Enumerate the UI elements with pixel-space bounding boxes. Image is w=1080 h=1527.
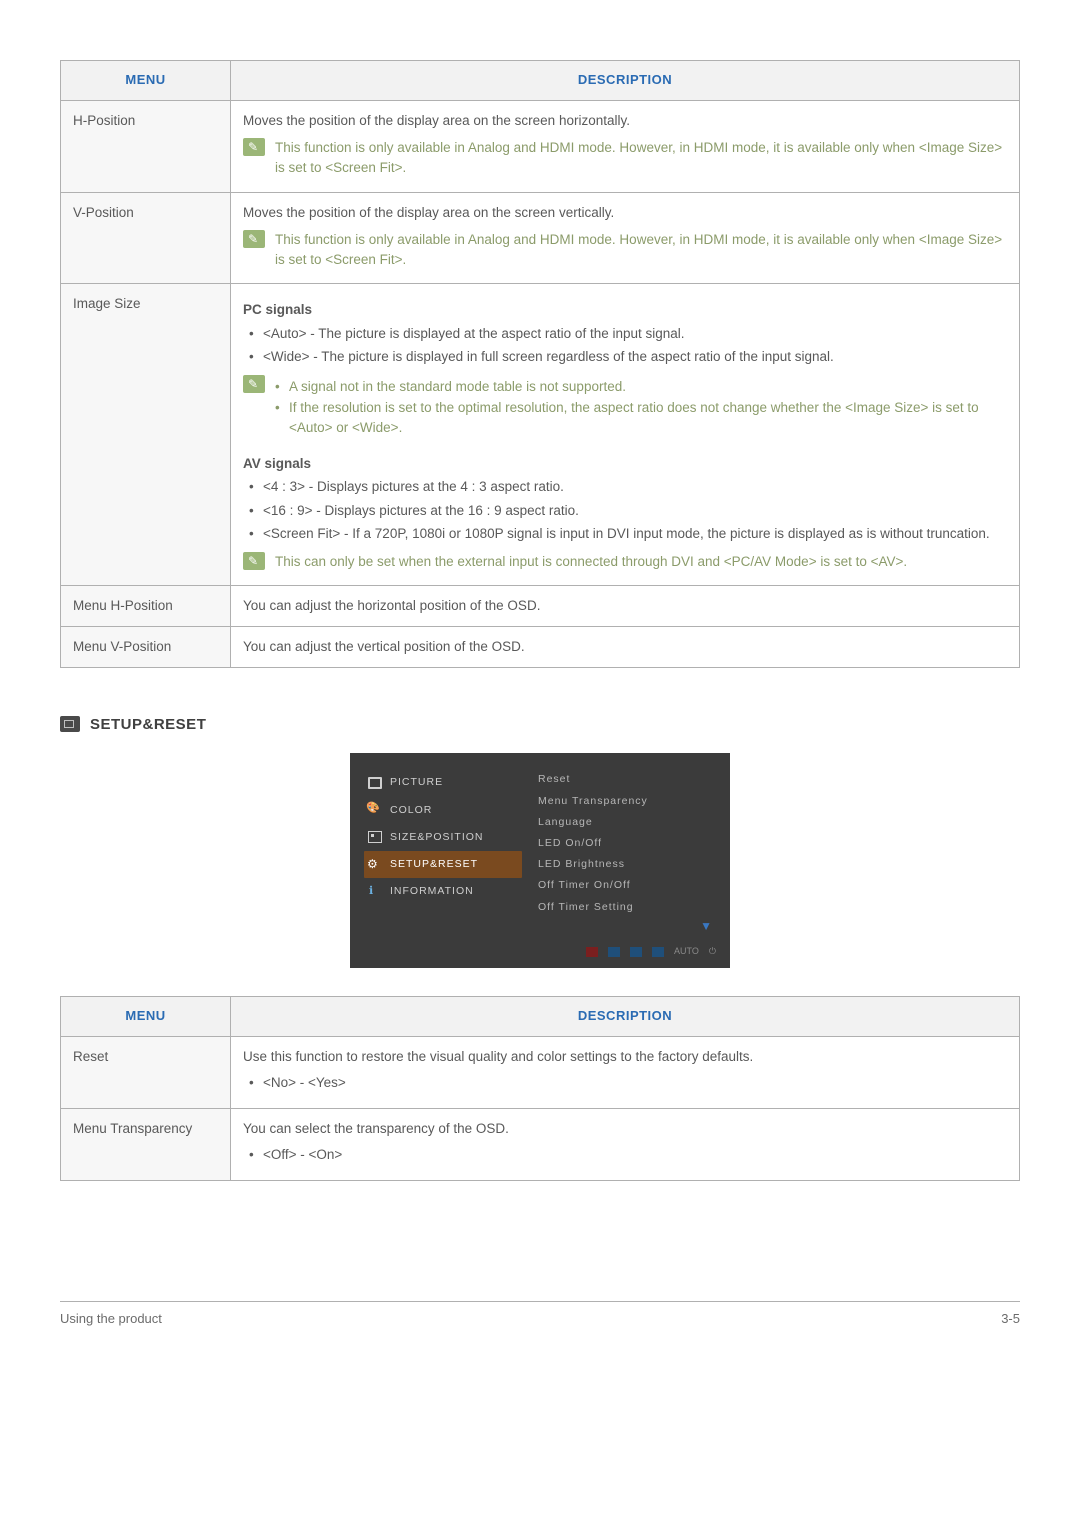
osd-down-arrow: ▼ (536, 918, 716, 935)
osd-item-info: INFORMATION (364, 878, 522, 905)
td-desc-transparency: You can select the transparency of the O… (231, 1109, 1020, 1181)
note-icon (243, 138, 265, 156)
section-title: SETUP&RESET (90, 714, 206, 736)
td-desc-mhp: You can adjust the horizontal position o… (231, 586, 1020, 627)
td-menu-mhp: Menu H-Position (61, 586, 231, 627)
td-desc-vposition: Moves the position of the display area o… (231, 192, 1020, 284)
setup-reset-table: MENU DESCRIPTION Reset Use this function… (60, 996, 1020, 1181)
th-menu: MENU (61, 61, 231, 101)
note-icon (243, 230, 265, 248)
note-icon (243, 552, 265, 570)
hposition-intro: Moves the position of the display area o… (243, 111, 1007, 131)
transparency-list: <Off> - <On> (243, 1145, 1007, 1165)
av-signals-title: AV signals (243, 454, 1007, 474)
pc-signals-title: PC signals (243, 300, 1007, 320)
osd-opt: Off Timer On/Off (536, 875, 716, 896)
footer-left: Using the product (60, 1310, 162, 1329)
list-item: <No> - <Yes> (247, 1073, 1007, 1093)
td-menu-mvp: Menu V-Position (61, 626, 231, 667)
osd-opt: LED Brightness (536, 854, 716, 875)
list-item: If the resolution is set to the optimal … (275, 398, 1007, 437)
th-desc: DESCRIPTION (231, 61, 1020, 101)
pc-signals-list: <Auto> - The picture is displayed at the… (243, 324, 1007, 367)
av-note: This can only be set when the external i… (243, 552, 1007, 572)
osd-opt: Menu Transparency (536, 791, 716, 812)
osd-opt: Off Timer Setting (536, 897, 716, 918)
td-menu-hposition: H-Position (61, 100, 231, 192)
vposition-intro: Moves the position of the display area o… (243, 203, 1007, 223)
av-note-text: This can only be set when the external i… (275, 552, 907, 572)
section-heading: SETUP&RESET (60, 714, 1020, 736)
list-item: <4 : 3> - Displays pictures at the 4 : 3… (247, 477, 1007, 497)
td-menu-vposition: V-Position (61, 192, 231, 284)
hposition-note-text: This function is only available in Analo… (275, 138, 1007, 177)
list-item: <16 : 9> - Displays pictures at the 16 :… (247, 501, 1007, 521)
pc-note-text: A signal not in the standard mode table … (275, 375, 1007, 440)
osd-item-picture: PICTURE (364, 769, 522, 796)
osd-opt: LED On/Off (536, 833, 716, 854)
td-desc-hposition: Moves the position of the display area o… (231, 100, 1020, 192)
td-menu-transparency: Menu Transparency (61, 1109, 231, 1181)
osd-item-setup-selected: SETUP&RESET (364, 851, 522, 878)
pc-note: A signal not in the standard mode table … (243, 375, 1007, 440)
list-item: <Off> - <On> (247, 1145, 1007, 1165)
osd-left-panel: PICTURE COLOR SIZE&POSITION SETUP&RESET … (364, 769, 522, 935)
note-icon (243, 375, 265, 393)
transparency-intro: You can select the transparency of the O… (243, 1119, 1007, 1139)
osd-auto-label: AUTO (674, 945, 699, 958)
vposition-note-text: This function is only available in Analo… (275, 230, 1007, 269)
osd-opt: Reset (536, 769, 716, 790)
list-item: <Wide> - The picture is displayed in ful… (247, 347, 1007, 367)
hposition-note: This function is only available in Analo… (243, 138, 1007, 177)
osd-nav-icon (630, 947, 642, 957)
osd-item-color: COLOR (364, 797, 522, 824)
size-position-table: MENU DESCRIPTION H-Position Moves the po… (60, 60, 1020, 668)
list-item: <Auto> - The picture is displayed at the… (247, 324, 1007, 344)
osd-opt: Language (536, 812, 716, 833)
td-menu-imagesize: Image Size (61, 284, 231, 586)
reset-intro: Use this function to restore the visual … (243, 1047, 1007, 1067)
page-footer: Using the product 3-5 (60, 1301, 1020, 1329)
th-menu: MENU (61, 997, 231, 1037)
osd-power-icon: ⏻ (709, 945, 716, 958)
osd-nav-icon (652, 947, 664, 957)
reset-list: <No> - <Yes> (243, 1073, 1007, 1093)
td-desc-reset: Use this function to restore the visual … (231, 1037, 1020, 1109)
osd-nav-icon (608, 947, 620, 957)
osd-footer: AUTO ⏻ (364, 945, 716, 958)
th-desc: DESCRIPTION (231, 997, 1020, 1037)
td-desc-mvp: You can adjust the vertical position of … (231, 626, 1020, 667)
osd-item-size: SIZE&POSITION (364, 824, 522, 851)
footer-right: 3-5 (1001, 1310, 1020, 1329)
list-item: A signal not in the standard mode table … (275, 377, 1007, 397)
td-desc-imagesize: PC signals <Auto> - The picture is displ… (231, 284, 1020, 586)
av-signals-list: <4 : 3> - Displays pictures at the 4 : 3… (243, 477, 1007, 544)
osd-close-icon (586, 947, 598, 957)
setup-reset-icon (60, 716, 80, 732)
vposition-note: This function is only available in Analo… (243, 230, 1007, 269)
osd-right-panel: Reset Menu Transparency Language LED On/… (522, 769, 716, 935)
osd-screenshot: PICTURE COLOR SIZE&POSITION SETUP&RESET … (60, 753, 1020, 968)
list-item: <Screen Fit> - If a 720P, 1080i or 1080P… (247, 524, 1007, 544)
td-menu-reset: Reset (61, 1037, 231, 1109)
